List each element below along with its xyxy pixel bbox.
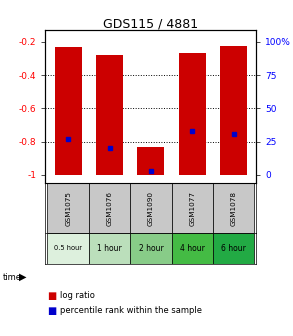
Bar (179, 53, 206, 175)
Bar (213, 233, 254, 264)
Bar (89, 183, 130, 233)
Text: GSM1076: GSM1076 (107, 191, 113, 226)
Title: GDS115 / 4881: GDS115 / 4881 (103, 17, 198, 30)
Text: GSM1078: GSM1078 (231, 191, 237, 226)
Bar (130, 233, 172, 264)
Text: log ratio: log ratio (60, 291, 95, 300)
Text: ▶: ▶ (19, 272, 27, 282)
Text: 4 hour: 4 hour (180, 244, 205, 253)
Bar (47, 233, 89, 264)
Text: time: time (3, 273, 22, 282)
Bar (55, 47, 82, 175)
Text: GSM1090: GSM1090 (148, 191, 154, 226)
Bar (137, 146, 164, 175)
Text: GSM1077: GSM1077 (189, 191, 195, 226)
Text: percentile rank within the sample: percentile rank within the sample (60, 306, 202, 315)
Text: 2 hour: 2 hour (139, 244, 163, 253)
Bar (172, 233, 213, 264)
Text: ■: ■ (47, 306, 56, 316)
Text: 6 hour: 6 hour (221, 244, 246, 253)
Bar (213, 183, 254, 233)
Bar (89, 233, 130, 264)
Text: 0.5 hour: 0.5 hour (54, 246, 82, 251)
Text: GSM1075: GSM1075 (65, 191, 71, 226)
Text: 1 hour: 1 hour (97, 244, 122, 253)
Bar (220, 46, 247, 175)
Bar (47, 183, 89, 233)
Bar (172, 183, 213, 233)
Bar (130, 183, 172, 233)
Bar (96, 55, 123, 175)
Text: ■: ■ (47, 291, 56, 301)
